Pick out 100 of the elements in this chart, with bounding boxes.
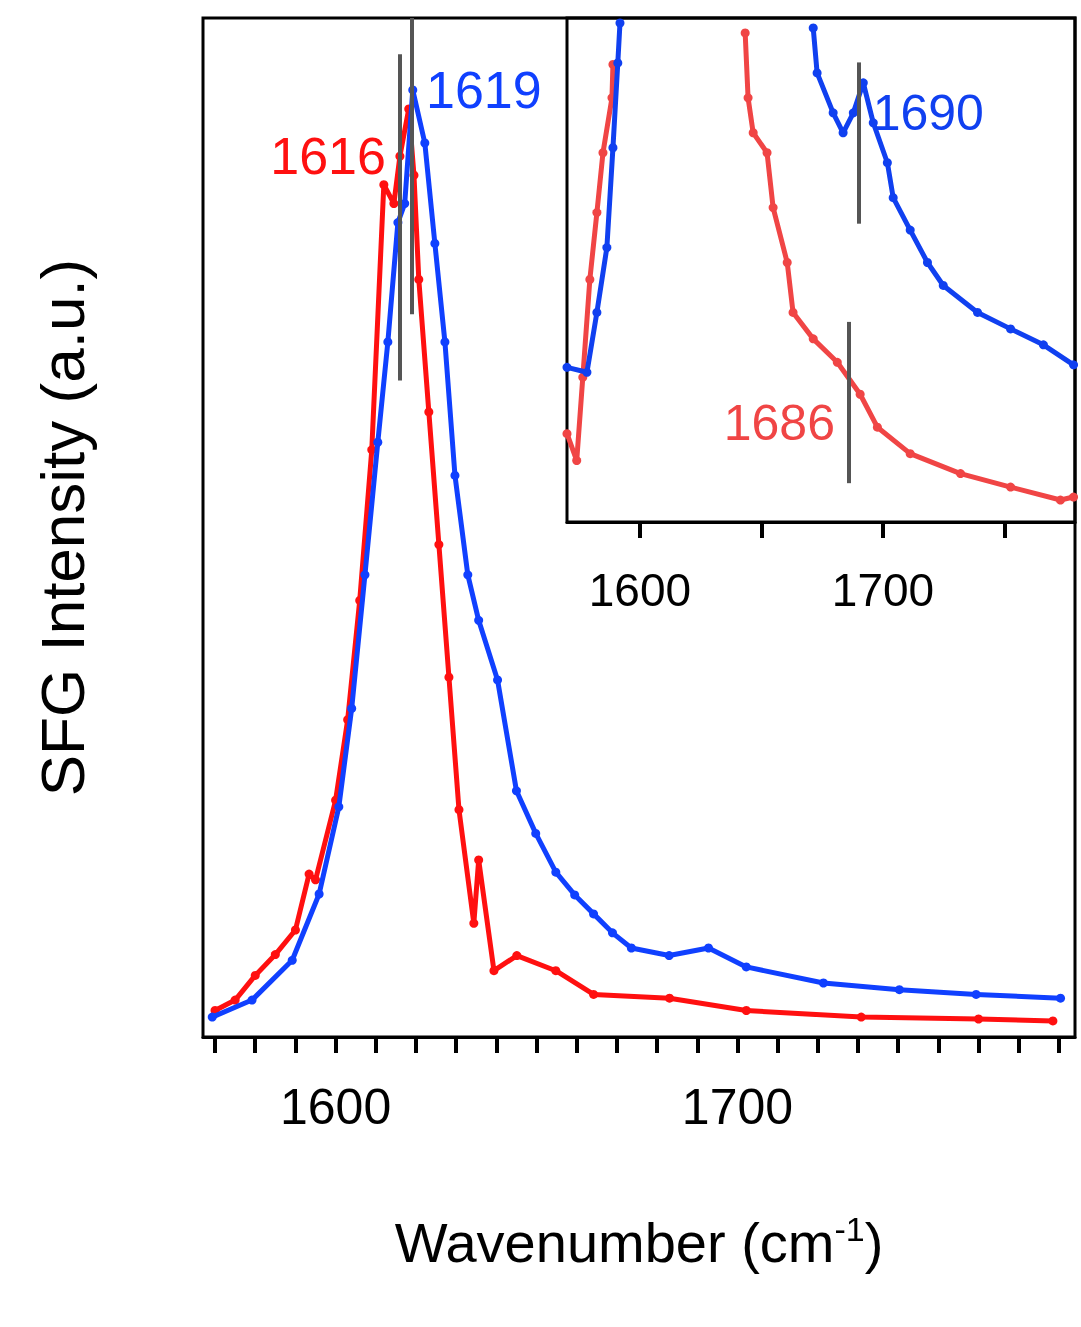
point (334, 802, 344, 812)
point (1069, 492, 1079, 502)
point (531, 828, 541, 838)
point (882, 158, 892, 168)
point (768, 203, 778, 213)
annotation: 1686 (723, 394, 835, 451)
point (894, 985, 904, 995)
point (207, 1012, 217, 1022)
point (379, 180, 389, 190)
point (1038, 340, 1048, 350)
point (493, 675, 503, 685)
point (582, 367, 592, 377)
point (463, 570, 473, 580)
point (430, 238, 440, 248)
point (905, 225, 915, 235)
point (454, 805, 464, 815)
point (250, 970, 260, 980)
point (1069, 360, 1079, 370)
point (607, 928, 617, 938)
point (230, 995, 240, 1005)
point (598, 148, 608, 158)
point (974, 1014, 984, 1024)
point (748, 128, 758, 138)
point (424, 407, 434, 417)
point (450, 470, 460, 480)
point (474, 615, 484, 625)
point (905, 449, 915, 459)
point (592, 208, 602, 218)
point (474, 855, 484, 865)
point (788, 307, 798, 317)
point (1006, 324, 1016, 334)
point (589, 989, 599, 999)
point (832, 357, 842, 367)
point (551, 867, 561, 877)
point (808, 23, 818, 33)
point (608, 143, 618, 153)
point (1006, 482, 1016, 492)
point (956, 469, 966, 479)
point (762, 148, 772, 158)
point (856, 1012, 866, 1022)
annotation: 1619 (425, 60, 542, 119)
point (469, 918, 479, 928)
point (592, 307, 602, 317)
annotation: 1616 (270, 127, 386, 186)
point (1048, 1016, 1058, 1026)
point (570, 890, 580, 900)
point (743, 93, 753, 103)
point (888, 193, 898, 203)
x-tick-label: 1700 (681, 1079, 794, 1135)
point (347, 703, 357, 713)
point (741, 962, 751, 972)
x-tick-label: 1600 (279, 1079, 392, 1135)
x-tick-label: 1600 (588, 563, 692, 616)
point (304, 869, 314, 879)
point (868, 118, 878, 128)
point (808, 334, 818, 344)
point (511, 786, 521, 796)
point (290, 925, 300, 935)
point (434, 540, 444, 550)
point (665, 993, 675, 1003)
point (740, 28, 750, 38)
point (626, 943, 636, 953)
point (812, 68, 822, 78)
point (512, 951, 522, 961)
point (562, 429, 572, 439)
point (287, 955, 297, 965)
point (704, 943, 714, 953)
point (664, 951, 674, 961)
point (247, 995, 257, 1005)
point (373, 437, 383, 447)
point (855, 389, 865, 399)
point (562, 362, 572, 372)
point (1056, 993, 1066, 1003)
point (938, 280, 948, 290)
point (872, 422, 882, 432)
point (973, 307, 983, 317)
point (615, 18, 625, 28)
point (922, 258, 932, 268)
point (270, 950, 280, 960)
point (741, 1005, 751, 1015)
point (613, 58, 623, 68)
point (444, 672, 454, 682)
point (551, 966, 561, 976)
y-axis-title: SFG Intensity (a.u.) (27, 258, 97, 797)
point (585, 274, 595, 284)
point (572, 456, 582, 466)
annotation: 1690 (872, 84, 984, 141)
point (1055, 495, 1065, 505)
x-tick-label: 1700 (831, 563, 935, 616)
point (314, 889, 324, 899)
point (848, 108, 858, 118)
point (818, 978, 828, 988)
point (414, 274, 424, 284)
point (782, 258, 792, 268)
point (971, 989, 981, 999)
point (389, 199, 399, 209)
point (383, 337, 393, 347)
point (420, 138, 430, 148)
point (828, 108, 838, 118)
point (489, 966, 499, 976)
